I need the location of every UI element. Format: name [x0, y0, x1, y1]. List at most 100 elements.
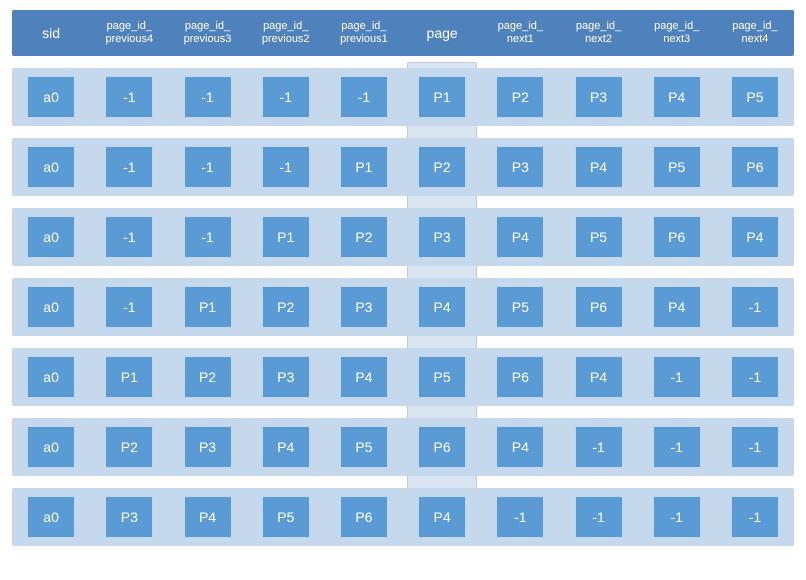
- cell-tile: -1: [184, 76, 232, 118]
- cell-tile: P3: [340, 286, 388, 328]
- cell-slot: -1: [716, 356, 794, 398]
- cell-slot: P4: [638, 76, 716, 118]
- cell-tile: P5: [731, 76, 779, 118]
- cell-slot: P4: [403, 496, 481, 538]
- column-header: page_id_next3: [638, 10, 716, 56]
- cell-slot: a0: [12, 146, 90, 188]
- cell-slot: -1: [168, 216, 246, 258]
- cell-tile: a0: [27, 496, 75, 538]
- cell-tile: a0: [27, 76, 75, 118]
- cell-tile: P5: [575, 216, 623, 258]
- cell-tile: P5: [340, 426, 388, 468]
- cell-slot: P5: [559, 216, 637, 258]
- cell-tile: P3: [575, 76, 623, 118]
- cell-tile: P4: [262, 426, 310, 468]
- header-row: sidpage_id_previous4page_id_previous3pag…: [12, 10, 794, 56]
- cell-slot: P6: [481, 356, 559, 398]
- column-header: page_id_previous2: [247, 10, 325, 56]
- cell-slot: a0: [12, 496, 90, 538]
- cell-tile: P6: [418, 426, 466, 468]
- cell-tile: P4: [418, 496, 466, 538]
- column-header-line2: next4: [741, 33, 768, 46]
- table-row: a0P2P3P4P5P6P4-1-1-1: [12, 418, 794, 476]
- cell-tile: P3: [184, 426, 232, 468]
- cell-slot: P6: [559, 286, 637, 328]
- cell-slot: P4: [247, 426, 325, 468]
- cell-slot: a0: [12, 356, 90, 398]
- cell-tile: -1: [105, 76, 153, 118]
- column-header-line2: next3: [663, 33, 690, 46]
- cell-slot: -1: [716, 426, 794, 468]
- table-row: a0-1P1P2P3P4P5P6P4-1: [12, 278, 794, 336]
- cell-slot: P3: [559, 76, 637, 118]
- column-header-line1: page_id_: [341, 20, 386, 33]
- cell-tile: a0: [27, 356, 75, 398]
- cell-tile: -1: [731, 496, 779, 538]
- cell-slot: P3: [481, 146, 559, 188]
- cell-tile: P6: [653, 216, 701, 258]
- column-header-line1: page_id_: [732, 20, 777, 33]
- cell-tile: P4: [340, 356, 388, 398]
- cell-tile: a0: [27, 146, 75, 188]
- cell-tile: P6: [496, 356, 544, 398]
- cell-tile: -1: [496, 496, 544, 538]
- cell-slot: -1: [90, 286, 168, 328]
- column-header: page_id_next1: [481, 10, 559, 56]
- cell-tile: P6: [731, 146, 779, 188]
- table-row: a0P1P2P3P4P5P6P4-1-1: [12, 348, 794, 406]
- column-header-line1: sid: [42, 25, 60, 42]
- cell-tile: P4: [575, 356, 623, 398]
- cell-tile: P4: [731, 216, 779, 258]
- cell-tile: P4: [575, 146, 623, 188]
- cell-slot: P6: [638, 216, 716, 258]
- cell-tile: -1: [105, 146, 153, 188]
- column-header-line1: page: [427, 25, 458, 42]
- cell-tile: -1: [653, 496, 701, 538]
- cell-slot: a0: [12, 216, 90, 258]
- column-header-line2: next2: [585, 33, 612, 46]
- cell-tile: P2: [105, 426, 153, 468]
- table-row: a0-1-1-1-1P1P2P3P4P5: [12, 68, 794, 126]
- cell-tile: -1: [184, 146, 232, 188]
- cell-slot: a0: [12, 76, 90, 118]
- cell-tile: -1: [653, 426, 701, 468]
- cell-tile: -1: [105, 286, 153, 328]
- cell-slot: -1: [168, 76, 246, 118]
- cell-slot: P4: [168, 496, 246, 538]
- cell-slot: P1: [403, 76, 481, 118]
- cell-slot: P3: [403, 216, 481, 258]
- cell-slot: -1: [559, 496, 637, 538]
- cell-tile: P1: [105, 356, 153, 398]
- cell-tile: P3: [418, 216, 466, 258]
- cell-slot: P1: [247, 216, 325, 258]
- cell-tile: a0: [27, 286, 75, 328]
- cell-tile: -1: [184, 216, 232, 258]
- cell-tile: P5: [262, 496, 310, 538]
- table-row: a0-1-1P1P2P3P4P5P6P4: [12, 208, 794, 266]
- cell-slot: P1: [325, 146, 403, 188]
- cell-slot: P1: [90, 356, 168, 398]
- cell-tile: P5: [496, 286, 544, 328]
- cell-slot: -1: [325, 76, 403, 118]
- cell-tile: P4: [496, 426, 544, 468]
- cell-slot: P5: [403, 356, 481, 398]
- cell-tile: -1: [105, 216, 153, 258]
- cell-tile: P4: [496, 216, 544, 258]
- cell-tile: P3: [105, 496, 153, 538]
- cell-slot: -1: [481, 496, 559, 538]
- cell-tile: -1: [731, 426, 779, 468]
- cell-tile: P4: [653, 76, 701, 118]
- column-header-line2: previous1: [340, 33, 388, 46]
- cell-slot: -1: [716, 496, 794, 538]
- cell-tile: -1: [731, 356, 779, 398]
- cell-slot: P1: [168, 286, 246, 328]
- rows-container: a0-1-1-1-1P1P2P3P4P5a0-1-1-1P1P2P3P4P5P6…: [12, 68, 794, 546]
- column-header: page_id_previous3: [168, 10, 246, 56]
- cell-tile: P5: [418, 356, 466, 398]
- cell-slot: P3: [325, 286, 403, 328]
- cell-tile: P6: [575, 286, 623, 328]
- column-header: page_id_next4: [716, 10, 794, 56]
- cell-slot: P3: [247, 356, 325, 398]
- cell-slot: P2: [247, 286, 325, 328]
- cell-slot: P5: [638, 146, 716, 188]
